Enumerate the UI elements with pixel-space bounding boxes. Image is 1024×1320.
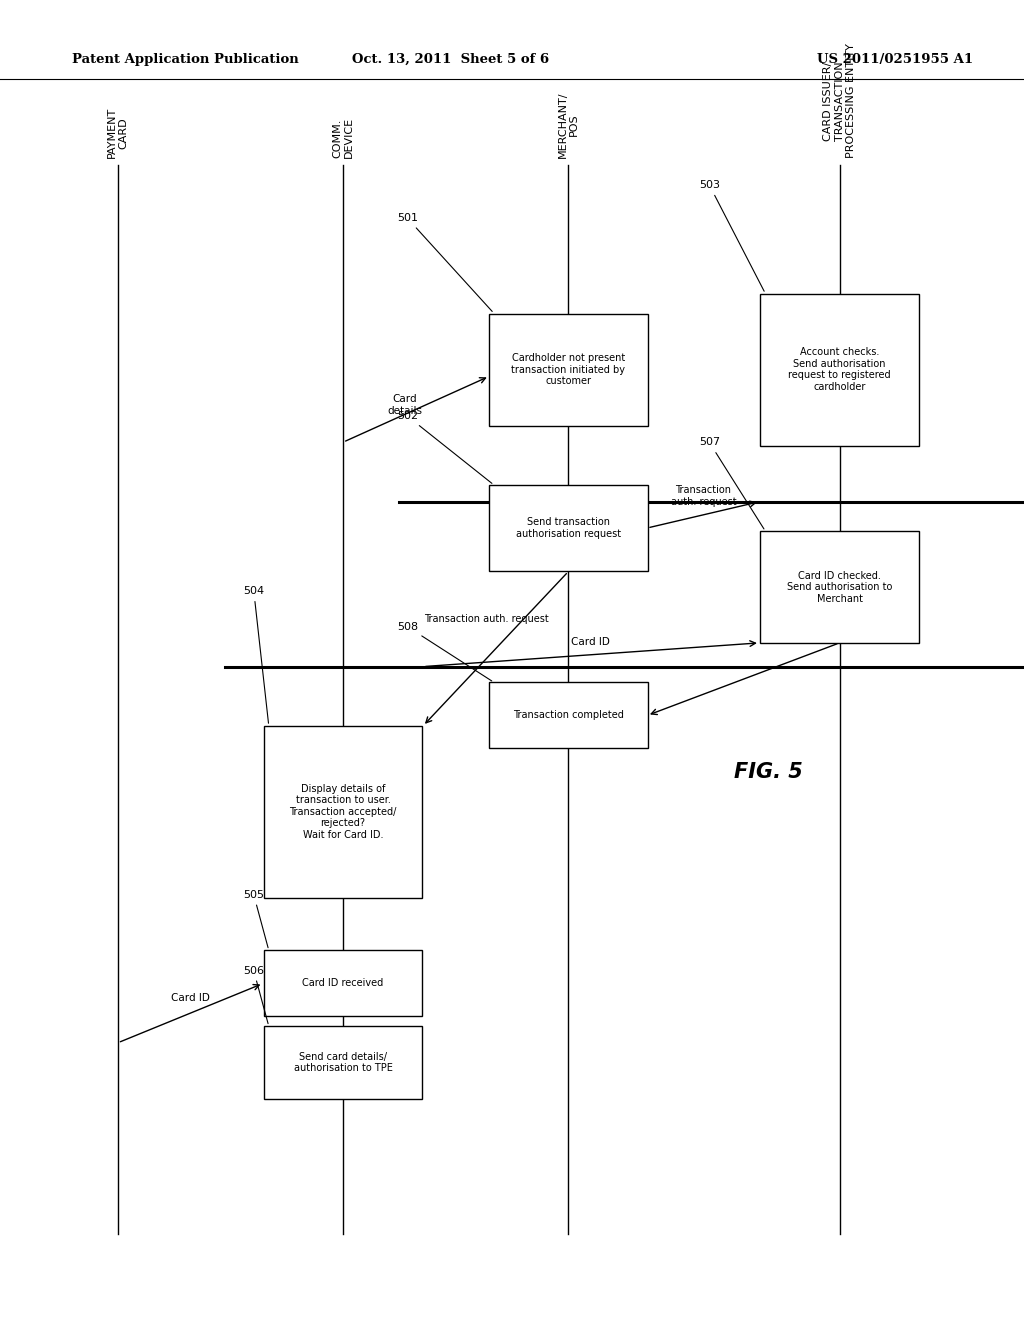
Text: Cardholder not present
transaction initiated by
customer: Cardholder not present transaction initi… [511, 352, 626, 387]
Text: 501: 501 [397, 213, 493, 312]
Text: Card ID checked.
Send authorisation to
Merchant: Card ID checked. Send authorisation to M… [787, 570, 892, 605]
Text: US 2011/0251955 A1: US 2011/0251955 A1 [817, 53, 973, 66]
Text: 506: 506 [244, 965, 268, 1023]
Bar [760, 294, 920, 446]
Text: Transaction completed: Transaction completed [513, 710, 624, 721]
Bar [489, 314, 648, 425]
Bar [489, 682, 648, 748]
Bar [264, 1027, 422, 1098]
Text: 503: 503 [698, 180, 764, 292]
Text: Send transaction
authorisation request: Send transaction authorisation request [516, 517, 621, 539]
Text: Transaction
auth. request: Transaction auth. request [671, 486, 736, 507]
Text: CARD ISSUER/
TRANSACTION
PROCESSING ENTITY: CARD ISSUER/ TRANSACTION PROCESSING ENTI… [823, 44, 856, 158]
Bar [264, 950, 422, 1016]
Bar [489, 484, 648, 570]
Text: FIG. 5: FIG. 5 [733, 762, 803, 783]
Text: Card
details: Card details [387, 395, 422, 416]
Bar [760, 531, 920, 643]
Text: Oct. 13, 2011  Sheet 5 of 6: Oct. 13, 2011 Sheet 5 of 6 [352, 53, 549, 66]
Text: Patent Application Publication: Patent Application Publication [72, 53, 298, 66]
Text: 507: 507 [698, 437, 764, 529]
Text: MERCHANT/
POS: MERCHANT/ POS [557, 92, 580, 158]
Text: 502: 502 [397, 411, 492, 483]
Text: 504: 504 [244, 586, 268, 723]
Text: Card ID received: Card ID received [302, 978, 384, 989]
Text: Card ID: Card ID [171, 993, 210, 1003]
Text: PAYMENT
CARD: PAYMENT CARD [106, 107, 129, 158]
Text: Display details of
transaction to user.
Transaction accepted/
rejected?
Wait for: Display details of transaction to user. … [290, 784, 396, 840]
Text: Transaction auth. request: Transaction auth. request [424, 614, 549, 624]
Bar [264, 726, 422, 898]
Text: Send card details/
authorisation to TPE: Send card details/ authorisation to TPE [294, 1052, 392, 1073]
Text: Account checks.
Send authorisation
request to registered
cardholder: Account checks. Send authorisation reque… [788, 347, 891, 392]
Text: Card ID: Card ID [571, 636, 610, 647]
Text: COMM.
DEVICE: COMM. DEVICE [332, 117, 354, 158]
Text: 508: 508 [397, 622, 492, 681]
Text: 505: 505 [244, 890, 268, 948]
